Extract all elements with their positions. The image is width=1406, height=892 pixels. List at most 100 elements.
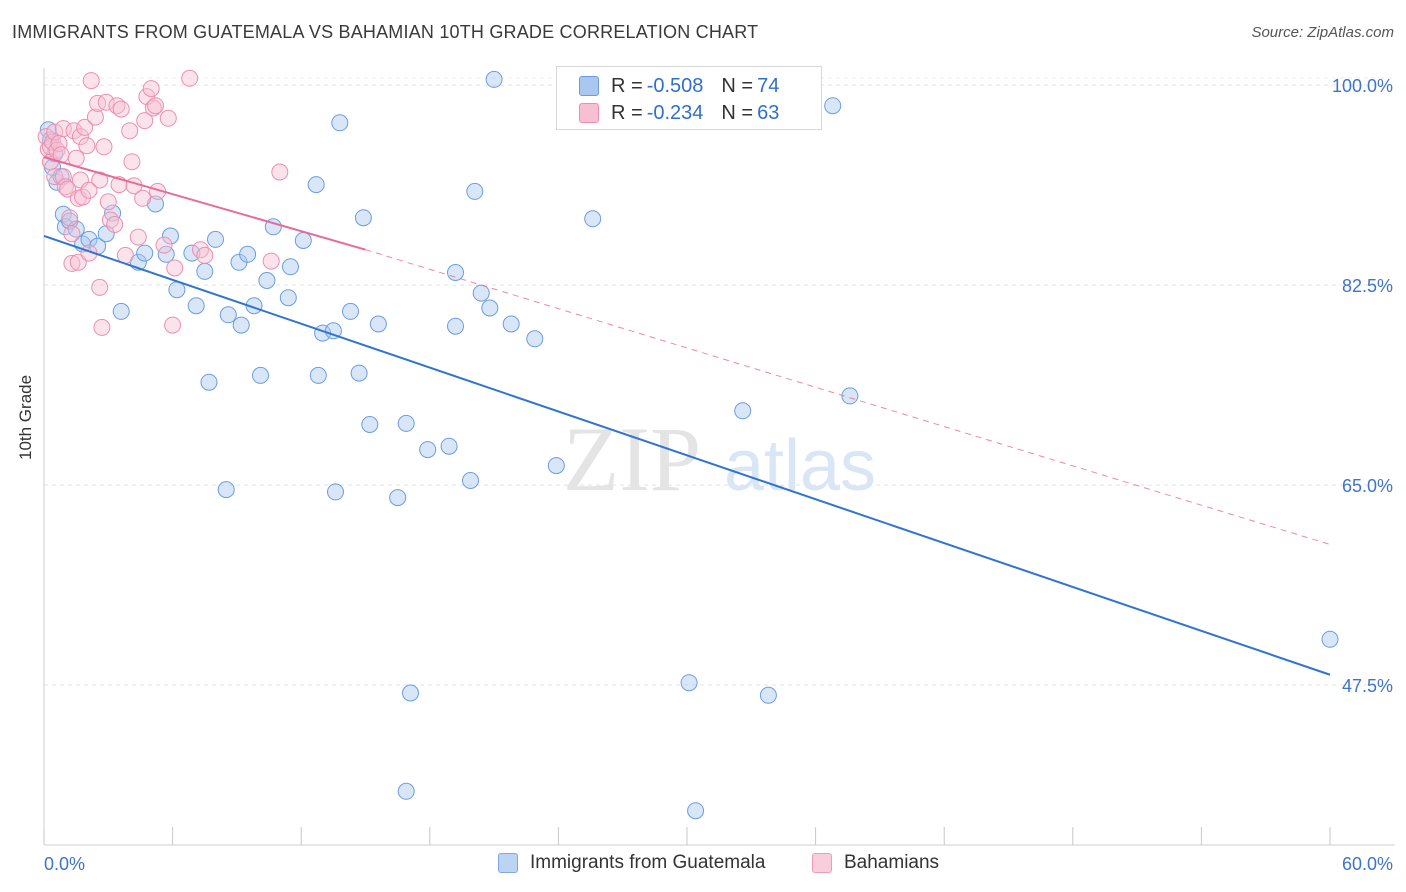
point-guatemala [232,316,250,334]
point-bahamians [46,123,64,141]
point-guatemala [327,483,344,501]
watermark: ZIP atlas [563,408,876,510]
point-bahamians [99,193,117,211]
point-bahamians [80,181,98,199]
point-guatemala [342,302,359,320]
legend-n-value: 74 [757,74,780,97]
point-bahamians [74,188,92,206]
point-guatemala [196,262,214,280]
point-guatemala [481,299,499,317]
legend-r-label: R = [611,74,643,97]
y-tick-label: 47.5% [1342,676,1393,696]
point-guatemala [369,315,387,333]
point-bahamians [144,99,162,117]
point-bahamians [142,80,160,98]
point-guatemala [397,414,415,432]
legend-r-value: -0.234 [646,101,704,124]
point-bahamians [123,153,141,171]
point-guatemala [307,176,325,194]
point-bahamians [95,138,113,156]
point-bahamians [136,112,154,130]
point-guatemala [447,264,464,281]
legend-swatch-guatemala [579,76,599,96]
point-guatemala [526,330,544,348]
point-bahamians [76,118,94,136]
point-guatemala [841,387,859,405]
point-bahamians [91,278,109,296]
point-guatemala [183,244,201,262]
x-tick-label: 0.0% [44,854,85,874]
point-guatemala [252,366,269,384]
x-tick-labels: 0.0% 60.0% [44,854,1393,874]
point-bahamians [262,252,280,270]
point-guatemala [294,232,312,249]
trend-layer [43,156,1331,676]
point-bahamians [134,189,152,207]
x-tick-label: 60.0% [1342,854,1393,874]
point-guatemala [462,472,479,489]
point-guatemala [502,315,520,333]
point-guatemala [350,364,368,382]
point-guatemala [584,210,602,228]
y-tick-label: 65.0% [1342,476,1393,496]
point-bahamians [147,97,164,115]
gridlines [44,77,1395,686]
point-guatemala [279,289,297,307]
y-tick-labels: 47.5% 65.0% 82.5% 100.0% [1332,76,1393,696]
point-guatemala [361,416,379,433]
point-guatemala [80,230,98,248]
trend-line-guatemala [43,235,1331,676]
point-guatemala [440,437,458,455]
point-bahamians [86,108,104,126]
point-bahamians [181,69,199,87]
legend-n-value: 63 [757,101,780,124]
point-bahamians [166,259,184,277]
point-guatemala [187,297,205,315]
point-guatemala [687,802,705,820]
legend-r-label: R = [611,101,643,124]
legend-row-guatemala: R = -0.508 N = 74 [579,74,779,98]
point-guatemala [447,317,464,335]
point-guatemala [258,272,276,289]
point-bahamians [46,168,64,186]
points-layer [37,69,1339,820]
point-bahamians [54,120,72,138]
point-guatemala [219,306,237,324]
point-bahamians [61,209,79,227]
point-guatemala [324,322,342,340]
point-guatemala [239,245,257,263]
stats-legend: R = -0.508 N = 74 R = -0.234 N = 63 [556,66,822,130]
point-guatemala [759,686,777,704]
point-guatemala [207,230,224,248]
point-guatemala [309,366,327,384]
point-guatemala [547,457,565,475]
point-bahamians [82,72,100,90]
legend-label-guatemala: Immigrants from Guatemala [530,852,766,873]
point-guatemala [200,373,218,391]
point-bahamians [89,94,107,112]
point-bahamians [164,316,182,334]
trend-line-bahamians [43,156,366,251]
trend-line-bahamians-extension [365,249,1331,545]
legend-row-bahamians: R = -0.234 N = 63 [579,101,779,125]
point-guatemala [397,782,415,800]
point-guatemala [136,244,154,262]
point-guatemala [402,684,419,702]
point-bahamians [159,109,177,127]
point-bahamians [97,93,115,111]
legend-item-bahamians[interactable]: Bahamians [812,852,939,874]
point-bahamians [106,216,124,233]
point-bahamians [56,178,74,196]
point-bahamians [54,168,72,186]
point-guatemala [112,302,130,320]
point-guatemala [466,182,484,200]
chart-source: Source: ZipAtlas.com [1251,24,1394,41]
legend-n-label: N = [721,101,754,124]
point-guatemala [680,674,698,692]
point-bahamians [44,133,62,151]
point-bahamians [196,246,214,264]
legend-item-guatemala[interactable]: Immigrants from Guatemala [498,852,765,874]
point-guatemala [282,258,299,276]
legend-n-label: N = [721,74,754,97]
